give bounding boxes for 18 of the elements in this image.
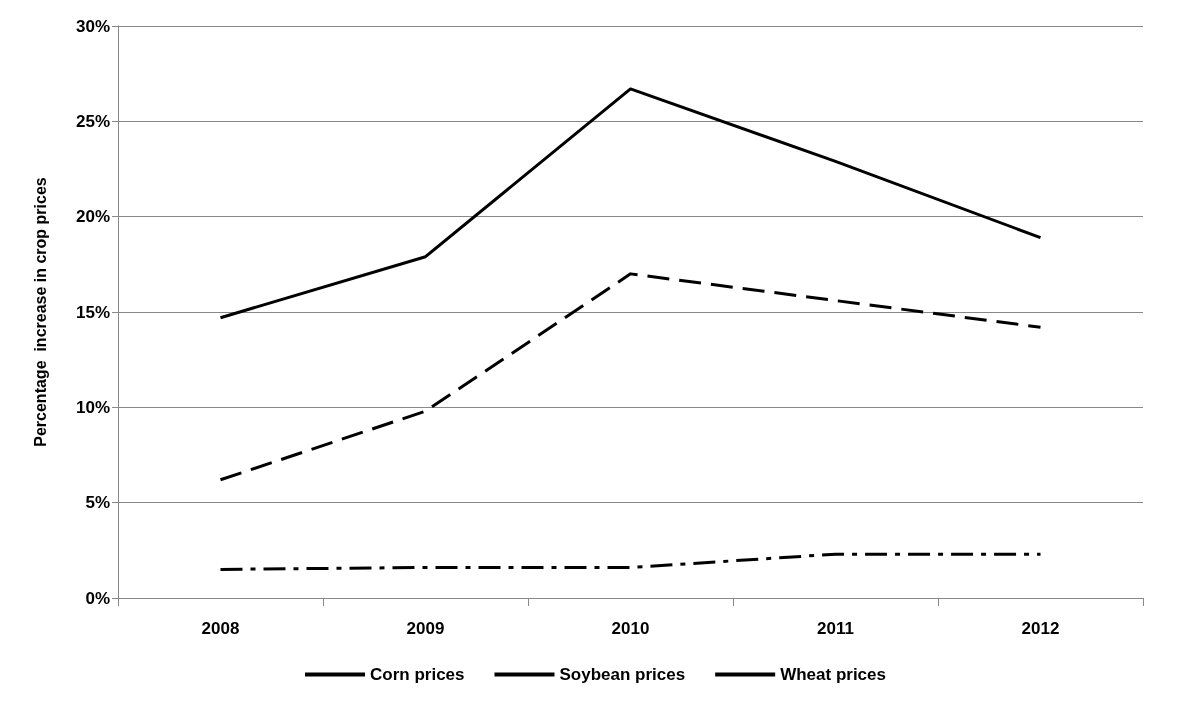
y-tick-label: 10% <box>75 397 110 417</box>
y-tick-label: 0% <box>85 588 110 608</box>
x-tick-label: 2012 <box>1021 619 1060 638</box>
x-tick-label: 2010 <box>611 619 650 638</box>
y-tick-label: 15% <box>75 302 110 322</box>
y-tick-label: 5% <box>85 493 110 513</box>
line-series <box>219 87 1042 320</box>
y-axis-title: Percentage increase in crop prices <box>31 177 49 447</box>
x-tick-label: 2011 <box>817 619 854 638</box>
legend-label: Wheat prices <box>780 665 886 684</box>
x-tick-label: 2009 <box>406 619 445 638</box>
x-tick-label: 2008 <box>201 619 240 638</box>
y-tick-label: 30% <box>75 16 110 36</box>
y-tick-label: 20% <box>75 207 110 227</box>
legend-label: Soybean prices <box>559 665 686 684</box>
legend-label: Corn prices <box>370 665 465 684</box>
line-series <box>219 272 1042 482</box>
y-tick-label: 25% <box>75 111 110 131</box>
